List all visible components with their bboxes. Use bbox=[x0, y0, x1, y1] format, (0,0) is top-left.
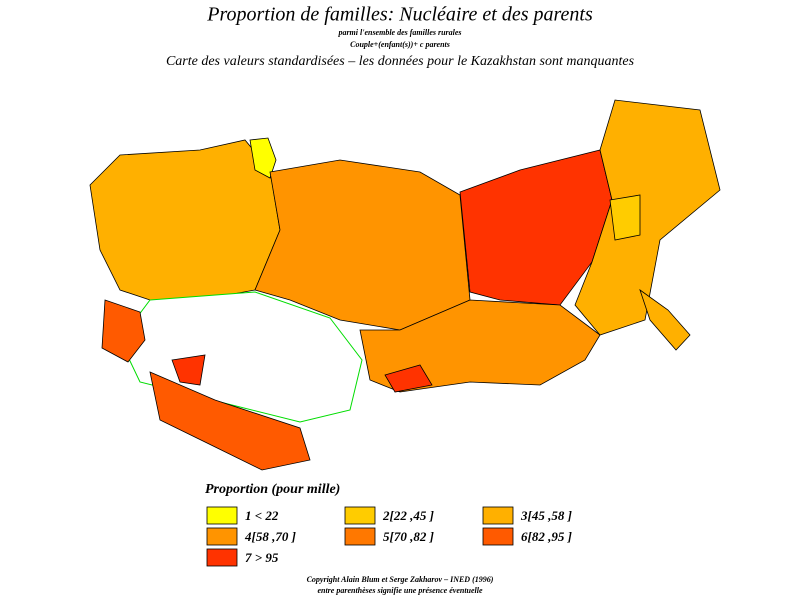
legend-swatch bbox=[206, 527, 238, 546]
map bbox=[89, 99, 721, 471]
legend-title: Proportion (pour mille) bbox=[205, 482, 340, 497]
legend-label: 6[82 ,95 ] bbox=[521, 529, 572, 544]
legend-label: 2[22 ,45 ] bbox=[382, 508, 434, 523]
region bbox=[639, 288, 691, 351]
region bbox=[249, 137, 277, 179]
legend-swatch bbox=[344, 506, 376, 525]
legend-swatch bbox=[482, 506, 514, 525]
region bbox=[171, 354, 206, 386]
legend-label: 4[58 ,70 ] bbox=[244, 529, 296, 544]
region bbox=[574, 99, 721, 336]
legend: 1 < 22 2[22 ,45 ] 3[45 ,58 ] 4[58 ,70 ] 5[70… bbox=[206, 506, 572, 567]
legend-label: 7 > 95 bbox=[245, 550, 279, 565]
legend-label: 1 < 22 bbox=[245, 508, 279, 523]
legend-label: 3[45 ,58 ] bbox=[520, 508, 572, 523]
legend-swatch bbox=[206, 548, 238, 567]
legend-label: 5[70 ,82 ] bbox=[383, 529, 434, 544]
note: Carte des valeurs standardisées – les do… bbox=[166, 54, 635, 69]
copyright: Copyright Alain Blum et Serge Zakharov –… bbox=[307, 575, 494, 584]
legend-swatch bbox=[206, 506, 238, 525]
subtitle: parmi l'ensemble des familles rurales bbox=[337, 28, 461, 37]
region bbox=[384, 364, 433, 393]
region bbox=[609, 194, 641, 241]
legend-swatch bbox=[482, 527, 514, 546]
region bbox=[101, 299, 146, 363]
title: Proportion de familles: Nucléaire et des… bbox=[206, 4, 593, 26]
region bbox=[149, 371, 311, 471]
region bbox=[89, 139, 281, 301]
legend-swatch bbox=[344, 527, 376, 546]
footer-note: entre parenthèses signifie une présence … bbox=[317, 586, 483, 595]
formula: Couple+(enfant(s))+ c parents bbox=[350, 40, 450, 49]
